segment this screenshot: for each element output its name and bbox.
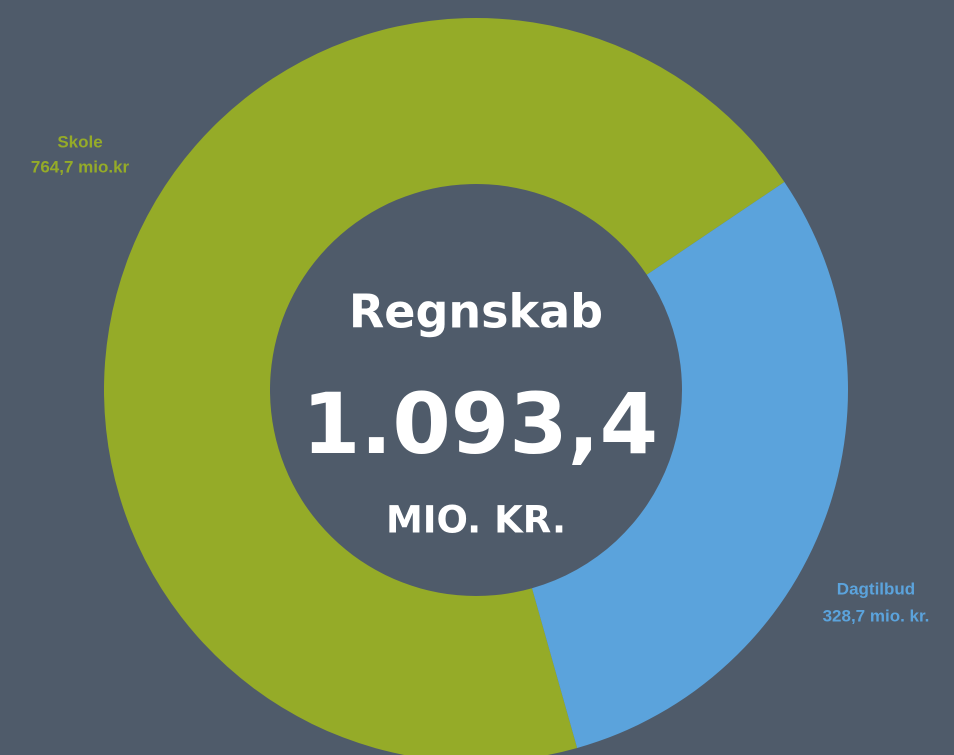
slice (104, 18, 785, 755)
slice-label: Dagtilbud (837, 579, 915, 598)
slice (532, 181, 849, 748)
slices (104, 18, 849, 755)
slice-label: Skole (57, 132, 102, 151)
center-total: 1.093,4 (302, 375, 658, 473)
slice-value-label: 764,7 mio.kr (31, 157, 130, 176)
slice-value-label: 328,7 mio. kr. (823, 606, 930, 625)
center-title: Regnskab (349, 285, 603, 339)
center-unit: MIO. KR. (386, 499, 566, 542)
